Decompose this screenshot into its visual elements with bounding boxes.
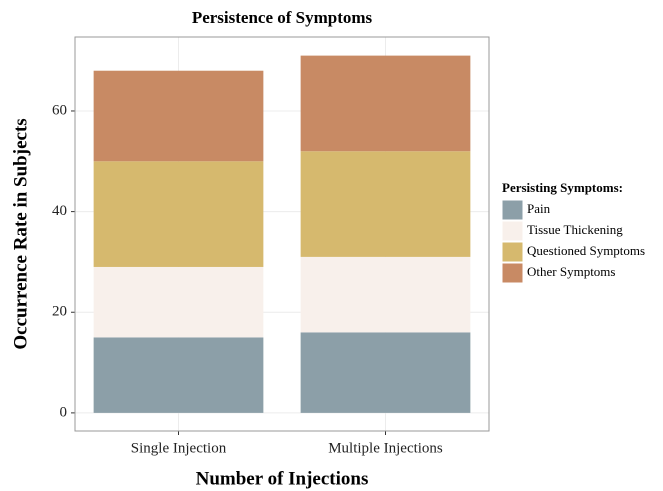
bar-segment — [93, 70, 264, 162]
x-tick-label: Multiple Injections — [328, 440, 443, 456]
chart-title: Persistence of Symptoms — [192, 8, 373, 27]
bar-segment — [300, 256, 471, 333]
x-axis-label: Number of Injections — [196, 468, 369, 489]
legend-label: Questioned Symptoms — [527, 243, 645, 258]
y-tick-label: 40 — [52, 203, 67, 219]
y-tick-label: 20 — [52, 304, 67, 320]
bar-segment — [93, 337, 264, 413]
legend-label: Other Symptoms — [527, 264, 615, 279]
y-tick-label: 0 — [60, 404, 68, 420]
legend-key — [501, 262, 524, 284]
bar-segment — [93, 161, 264, 267]
legend-key — [501, 199, 524, 221]
bar-segment — [300, 55, 471, 152]
legend-key — [501, 220, 524, 242]
bar-segment — [93, 266, 264, 338]
legend-title: Persisting Symptoms: — [502, 180, 623, 195]
bar-segment — [300, 332, 471, 413]
legend-key — [501, 241, 524, 263]
legend-label: Tissue Thickening — [527, 222, 623, 237]
y-tick-label: 60 — [52, 102, 67, 118]
bar-segment — [300, 151, 471, 257]
plot-border — [74, 36, 490, 432]
y-axis-label: Occurrence Rate in Subjects — [10, 118, 31, 349]
x-tick-label: Single Injection — [131, 440, 227, 456]
legend-label: Pain — [527, 201, 551, 216]
